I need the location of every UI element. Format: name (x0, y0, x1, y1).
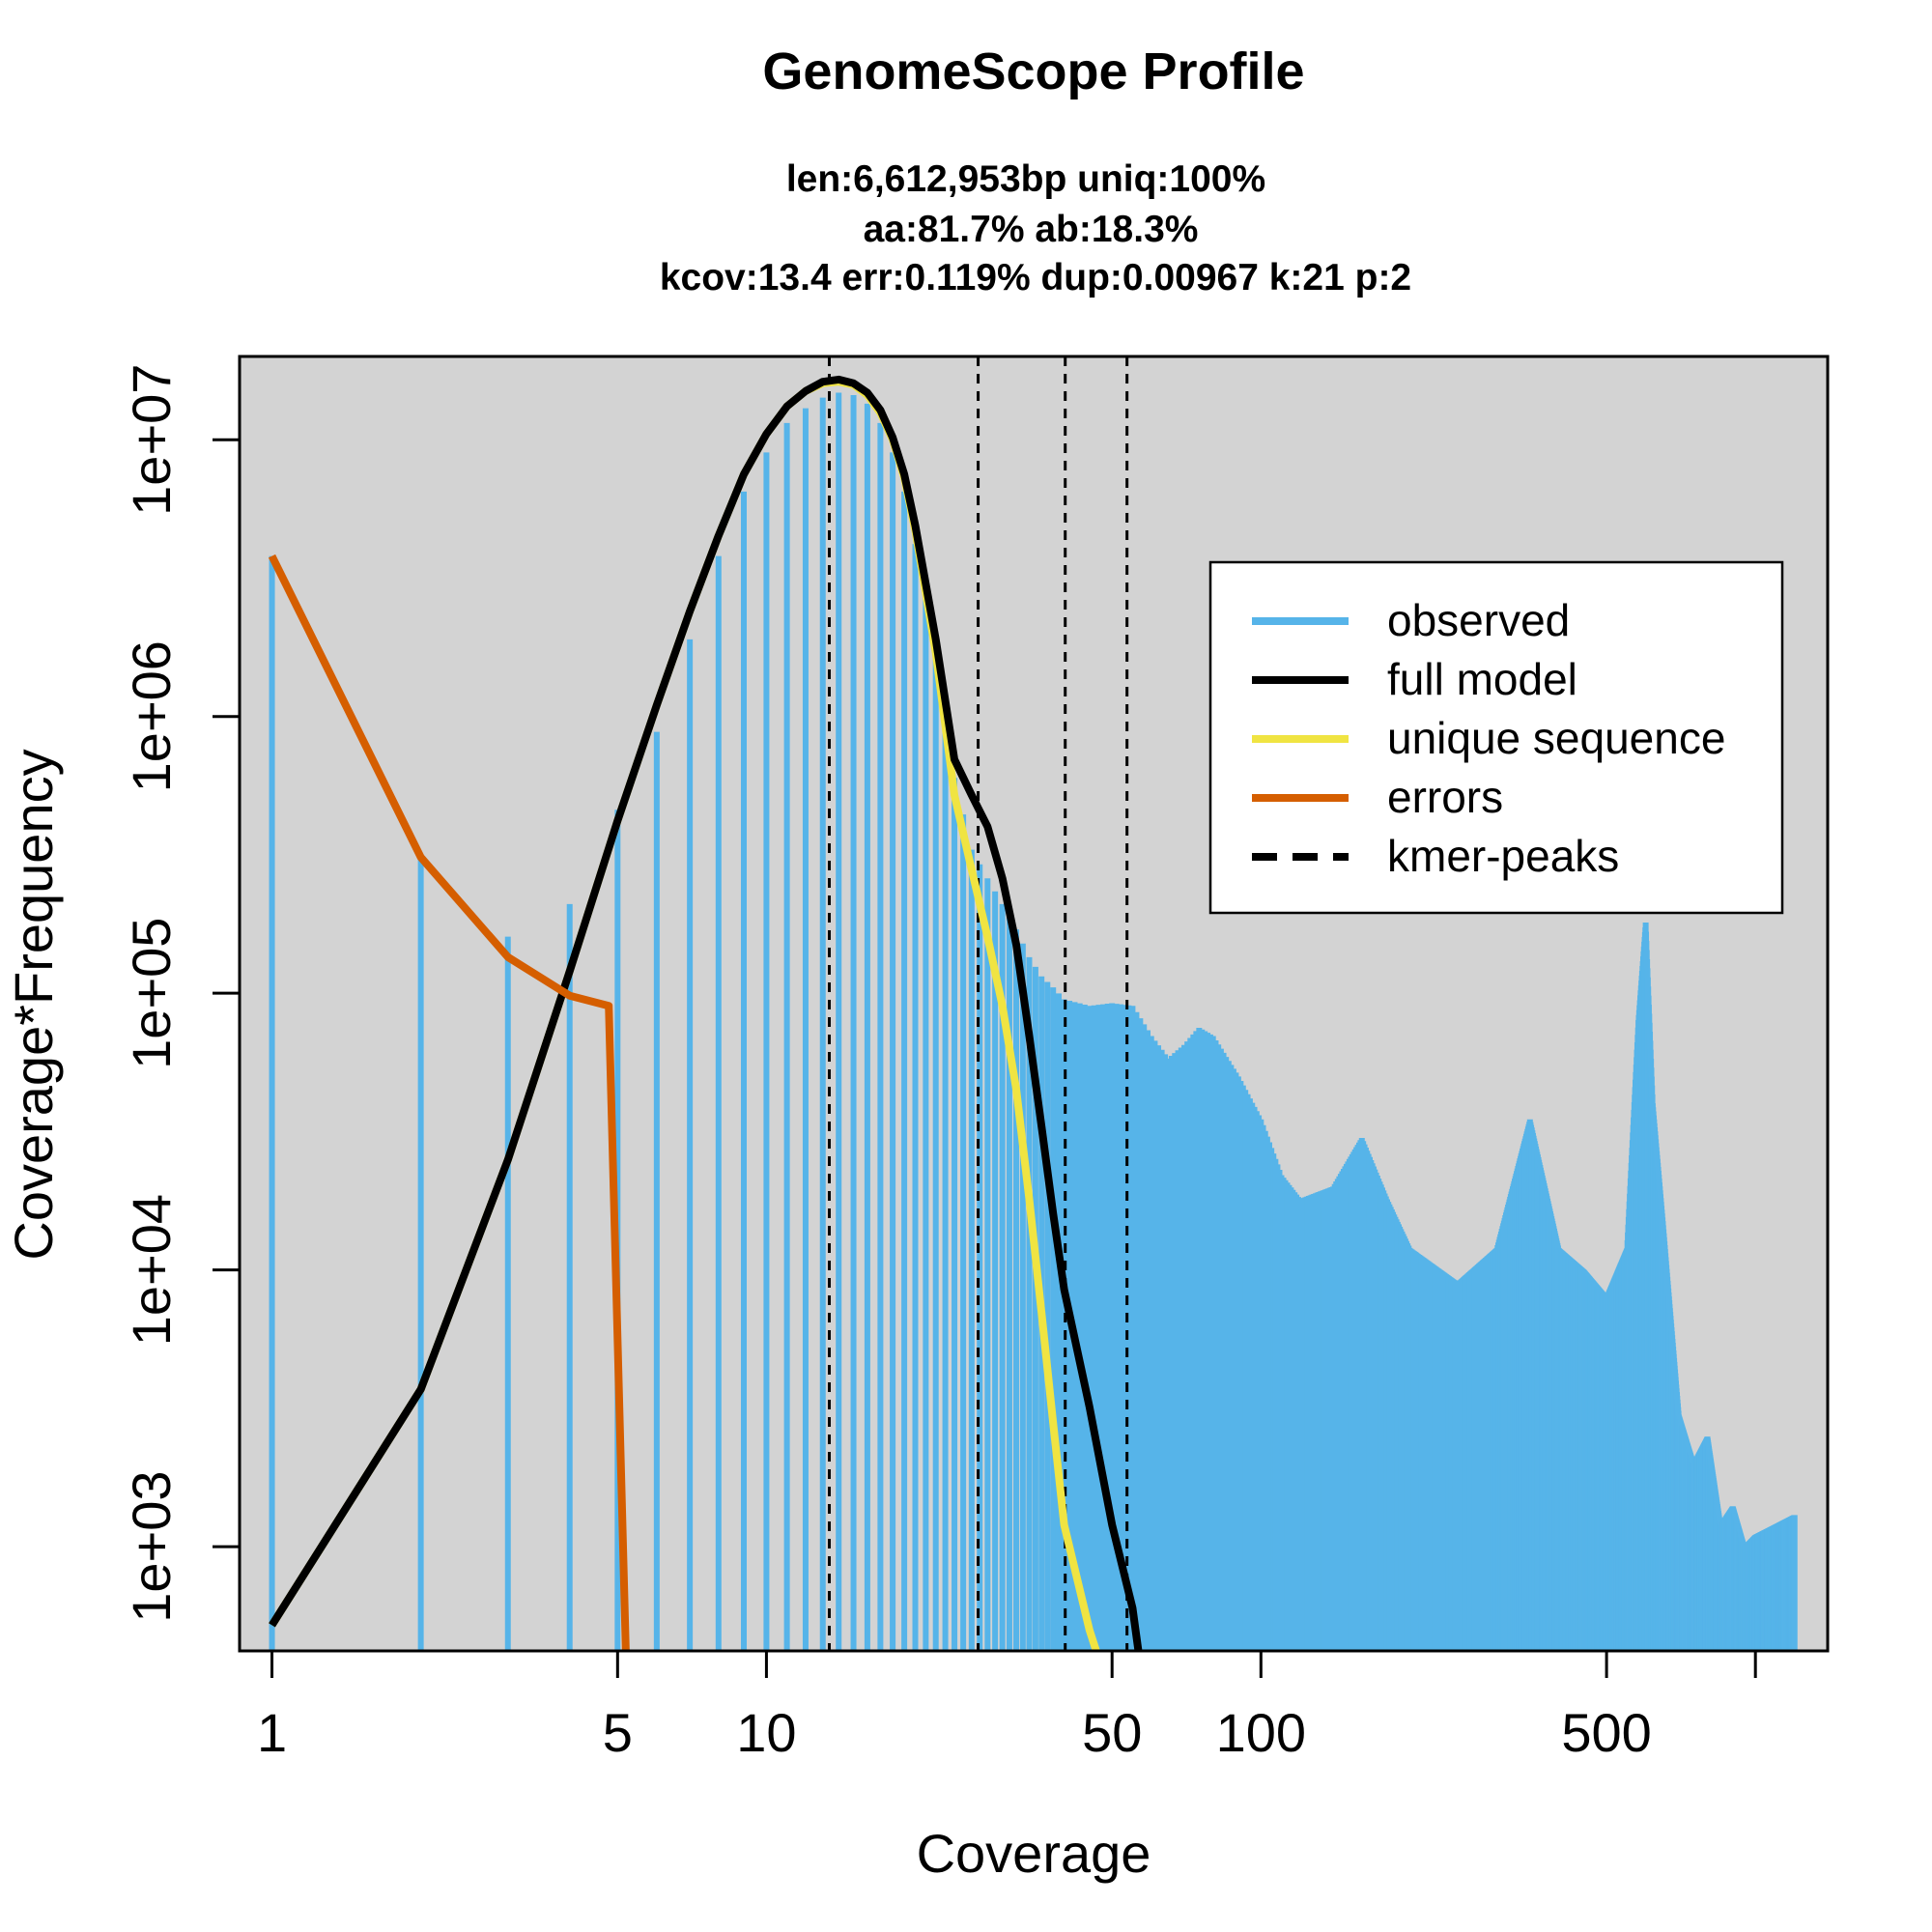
x-tick-label: 10 (736, 1702, 796, 1763)
y-axis-label: Coverage*Frequency (3, 749, 64, 1260)
model-curves (268, 375, 1143, 1651)
kmer-peak-lines (827, 356, 1129, 1651)
chart-subtitle-line-3: kcov:13.4 err:0.119% dup:0.00967 k:21 p:… (660, 257, 1411, 298)
observed-bars (269, 392, 1798, 1651)
legend-label-full-model: full model (1387, 654, 1577, 704)
chart-subtitle-line-1: len:6,612,953bp uniq:100% (786, 158, 1265, 200)
chart-title: GenomeScope Profile (762, 43, 1304, 100)
x-tick-label: 5 (603, 1702, 633, 1763)
x-axis-label: Coverage (917, 1823, 1151, 1884)
y-axis: 1e+03 1e+04 1e+05 1e+06 1e+07 (121, 364, 242, 1623)
legend-label-errors: errors (1387, 772, 1503, 822)
legend-label-observed: observed (1387, 595, 1570, 645)
y-tick-label: 1e+06 (121, 640, 182, 792)
legend: observed full model unique sequence erro… (1208, 560, 1784, 915)
x-axis: 1 5 10 50 100 500 (257, 1649, 1757, 1763)
errors-curve (268, 554, 630, 1651)
x-tick-label: 100 (1216, 1702, 1306, 1763)
chart-subtitle-line-2: aa:81.7% ab:18.3% (864, 209, 1199, 250)
x-tick-label: 1 (257, 1702, 287, 1763)
full-model-curve (269, 375, 1143, 1651)
x-tick-label: 500 (1561, 1702, 1651, 1763)
y-tick-label: 1e+04 (121, 1194, 182, 1346)
legend-label-unique-sequence: unique sequence (1387, 713, 1725, 763)
y-tick-label: 1e+07 (121, 364, 182, 516)
y-tick-label: 1e+05 (121, 918, 182, 1069)
legend-label-kmer-peaks: kmer-peaks (1387, 831, 1619, 881)
y-tick-label: 1e+03 (121, 1470, 182, 1622)
x-tick-label: 50 (1082, 1702, 1142, 1763)
